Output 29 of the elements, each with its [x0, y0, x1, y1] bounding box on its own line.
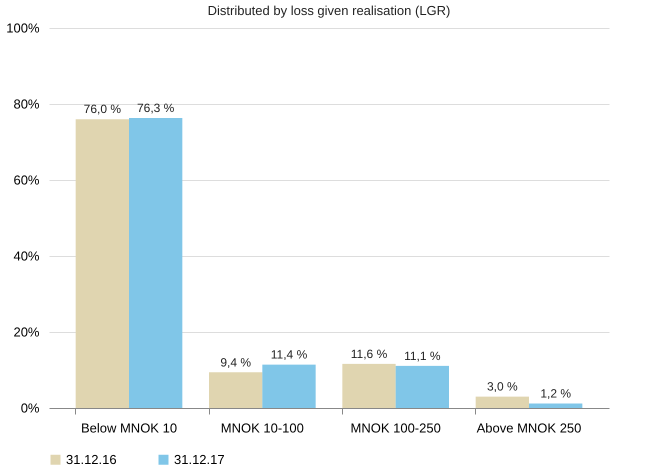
y-tick-label: 80%	[13, 96, 40, 112]
legend-label: 31.12.16	[66, 452, 117, 467]
y-tick-label: 100%	[6, 20, 40, 36]
bar	[476, 396, 529, 408]
data-label: 9,4 %	[220, 355, 252, 370]
bar	[129, 118, 182, 408]
y-tick-label: 40%	[13, 248, 40, 264]
data-label: 11,4 %	[270, 348, 308, 362]
data-label: 11,1 %	[404, 348, 441, 363]
legend-label: 31.12.17	[174, 452, 225, 467]
bar	[396, 366, 449, 408]
bar	[342, 364, 396, 408]
y-tick-label: 60%	[13, 172, 40, 188]
data-label: 76,3 %	[136, 101, 175, 116]
data-label: 11,6 %	[350, 346, 388, 361]
x-tick-label: Above MNOK 250	[476, 420, 582, 436]
data-label: 3,0 %	[486, 380, 518, 394]
x-tick-label: MNOK 100-250	[350, 420, 441, 436]
bar	[209, 372, 262, 408]
bar	[262, 364, 316, 408]
y-tick-label: 0%	[20, 400, 40, 416]
data-label: 76,0 %	[84, 102, 122, 116]
bar	[76, 119, 129, 408]
x-tick-label: Below MNOK 10	[80, 420, 178, 436]
bar	[529, 403, 582, 408]
chart-title: Distributed by loss given realisation (LGR)	[208, 3, 450, 18]
x-tick-label: MNOK 10-100	[220, 420, 304, 436]
data-label: 1,2 %	[540, 386, 572, 400]
y-tick-label: 20%	[13, 324, 40, 340]
